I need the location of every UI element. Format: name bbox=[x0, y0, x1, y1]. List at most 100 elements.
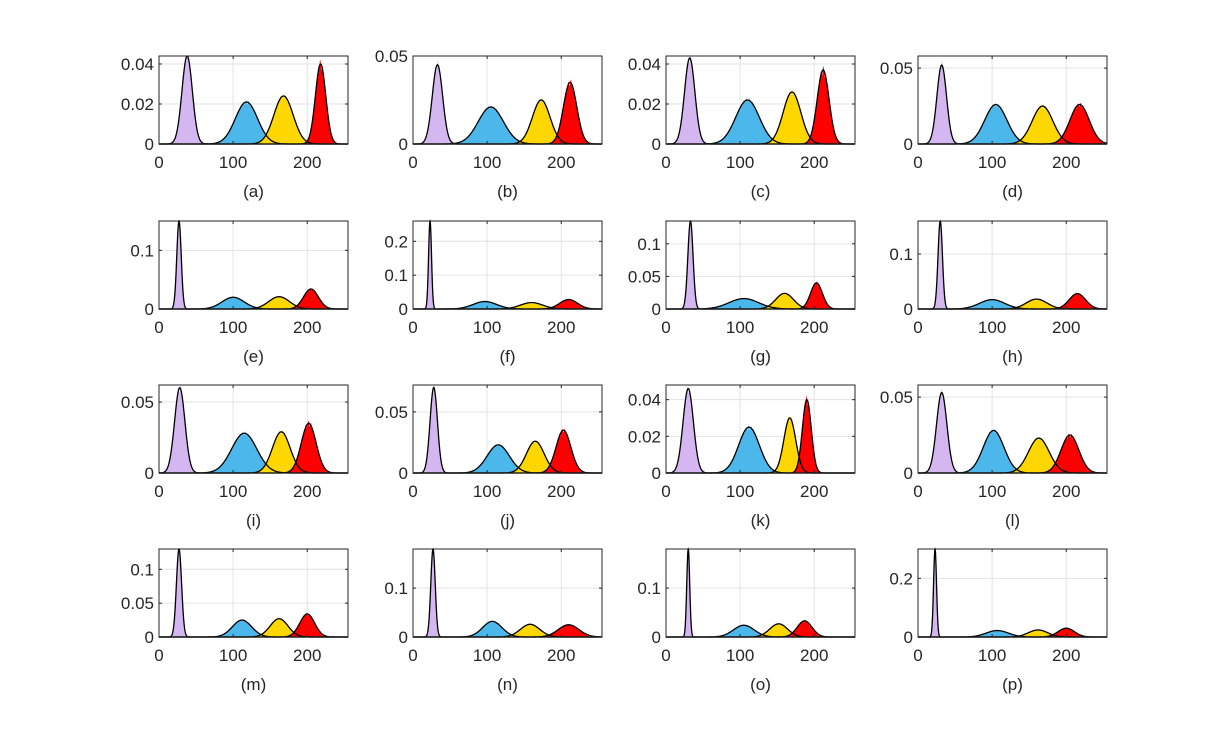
panel-caption: (j) bbox=[500, 511, 515, 530]
axes-box bbox=[917, 55, 1108, 145]
y-tick-label: 0.1 bbox=[130, 241, 154, 260]
histogram-area-purple bbox=[681, 221, 700, 309]
x-tick-label: 200 bbox=[800, 318, 828, 337]
x-tick-label: 100 bbox=[473, 318, 501, 337]
y-tick-label: 0.05 bbox=[880, 388, 913, 407]
histogram-area-red bbox=[1044, 102, 1107, 144]
axes-box bbox=[665, 55, 856, 145]
x-tick-label: 0 bbox=[408, 318, 417, 337]
histogram-area-yellow bbox=[1001, 436, 1077, 473]
y-tick-label: 0 bbox=[399, 300, 408, 319]
axes-box bbox=[158, 548, 349, 638]
x-tick-label: 100 bbox=[978, 153, 1006, 172]
x-tick-label: 0 bbox=[154, 153, 163, 172]
y-tick-label: 0 bbox=[652, 464, 661, 483]
histogram-area-purple bbox=[425, 549, 442, 637]
x-tick-label: 0 bbox=[408, 646, 417, 665]
x-tick-label: 0 bbox=[661, 318, 670, 337]
histogram-area-yellow bbox=[249, 430, 314, 473]
histogram-area-purple bbox=[671, 56, 709, 144]
y-tick-label: 0.05 bbox=[628, 267, 661, 286]
histogram-area-purple bbox=[923, 388, 961, 473]
panel-k: 0 100 200 0 0.02 0.04 (k) bbox=[628, 384, 856, 530]
histogram-area-purple bbox=[171, 221, 188, 309]
panel-caption: (p) bbox=[1002, 675, 1023, 694]
x-tick-label: 100 bbox=[473, 153, 501, 172]
histogram-area-blue bbox=[946, 299, 1038, 309]
histogram-area-blue bbox=[956, 428, 1031, 473]
y-tick-label: 0.1 bbox=[130, 560, 154, 579]
y-tick-label: 0 bbox=[399, 464, 408, 483]
axes-background bbox=[159, 549, 348, 637]
panel-n: 0 100 200 0 0.1 (n) bbox=[384, 547, 603, 694]
histogram-area-yellow bbox=[241, 296, 317, 309]
histogram-area-yellow bbox=[1005, 104, 1080, 144]
y-tick-label: 0.1 bbox=[889, 245, 913, 264]
histogram-area-yellow bbox=[752, 292, 817, 309]
y-tick-label: 0.2 bbox=[384, 232, 408, 251]
histogram-area-purple bbox=[669, 386, 707, 473]
histogram-area-red bbox=[1036, 627, 1096, 637]
x-tick-label: 200 bbox=[1052, 318, 1080, 337]
histogram-area-blue bbox=[690, 297, 798, 309]
panel-caption: (o) bbox=[750, 675, 771, 694]
panel-g: 0 100 200 0 0.05 0.1 (g) bbox=[628, 219, 856, 366]
axes-box bbox=[917, 220, 1108, 310]
histogram-area-yellow bbox=[491, 302, 572, 309]
panel-b: 0 100 200 0 0.05 (b) bbox=[375, 47, 603, 201]
x-tick-label: 0 bbox=[661, 153, 670, 172]
axes-background bbox=[413, 549, 602, 637]
x-tick-label: 200 bbox=[547, 482, 575, 501]
x-tick-label: 200 bbox=[1052, 482, 1080, 501]
x-tick-label: 0 bbox=[154, 482, 163, 501]
histogram-area-purple bbox=[924, 60, 960, 145]
histogram-area-yellow bbox=[503, 439, 568, 473]
histogram-area-red bbox=[777, 619, 832, 637]
axes-box bbox=[158, 55, 349, 145]
x-tick-label: 200 bbox=[293, 646, 321, 665]
y-tick-label: 0.1 bbox=[637, 579, 661, 598]
panel-caption: (e) bbox=[243, 347, 264, 366]
histogram-area-red bbox=[1048, 292, 1107, 309]
y-tick-label: 0.05 bbox=[880, 59, 913, 78]
x-tick-label: 200 bbox=[293, 318, 321, 337]
histogram-area-purple bbox=[168, 56, 206, 144]
histogram-area-red bbox=[280, 612, 334, 637]
panel-caption: (l) bbox=[1005, 511, 1020, 530]
panel-caption: (i) bbox=[246, 511, 261, 530]
histogram-area-red bbox=[795, 281, 838, 309]
panel-o: 0 100 200 0 0.1 (o) bbox=[637, 547, 856, 694]
axes-box bbox=[665, 384, 856, 474]
panel-caption: (b) bbox=[497, 182, 518, 201]
y-tick-label: 0 bbox=[145, 464, 154, 483]
histogram-area-purple bbox=[169, 549, 189, 637]
y-tick-label: 0.02 bbox=[121, 95, 154, 114]
x-tick-label: 200 bbox=[293, 482, 321, 501]
y-tick-label: 0 bbox=[652, 135, 661, 154]
panel-caption: (a) bbox=[243, 182, 264, 201]
x-tick-label: 0 bbox=[913, 646, 922, 665]
histogram-area-red bbox=[284, 288, 338, 309]
histogram-area-yellow bbox=[1003, 629, 1073, 637]
histogram-area-purple bbox=[161, 385, 199, 473]
histogram-area-blue bbox=[207, 619, 277, 637]
y-tick-label: 0.05 bbox=[121, 594, 154, 613]
panel-l: 0 100 200 0 0.05 (l) bbox=[880, 384, 1108, 530]
y-tick-label: 0 bbox=[399, 628, 408, 647]
panel-caption: (d) bbox=[1002, 182, 1023, 201]
x-tick-label: 0 bbox=[408, 482, 417, 501]
panel-caption: (m) bbox=[241, 675, 266, 694]
histogram-area-purple bbox=[424, 221, 436, 309]
histogram-area-yellow bbox=[495, 623, 565, 637]
x-tick-label: 100 bbox=[219, 646, 247, 665]
panel-p: 0 100 200 0 0.2 (p) bbox=[889, 547, 1108, 694]
x-tick-label: 0 bbox=[661, 482, 670, 501]
histogram-area-red bbox=[801, 65, 845, 144]
x-tick-label: 100 bbox=[473, 482, 501, 501]
panel-caption: (n) bbox=[497, 675, 518, 694]
x-tick-label: 100 bbox=[219, 318, 247, 337]
axes-box bbox=[917, 384, 1108, 474]
histogram-area-yellow bbox=[509, 97, 574, 144]
panel-caption: (g) bbox=[750, 347, 771, 366]
